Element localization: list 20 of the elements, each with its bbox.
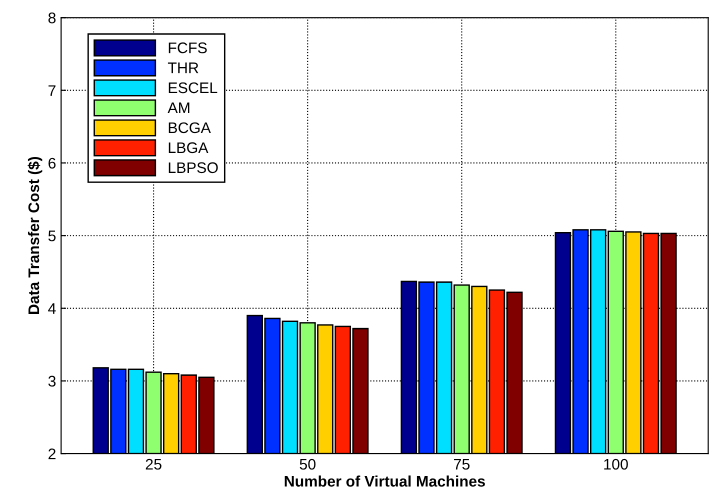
legend-label: FCFS (168, 42, 207, 54)
legend-label: THR (168, 62, 198, 74)
y-tick-label: 6 (48, 158, 56, 169)
x-tick-label: 50 (300, 458, 316, 470)
y-tick-label: 2 (48, 448, 56, 460)
legend-label: LBGA (168, 142, 208, 154)
x-tick-label: 25 (146, 458, 162, 470)
x-tick-label: 100 (604, 458, 628, 470)
y-tick-label: 3 (48, 376, 56, 387)
legend-label: LBPSO (168, 162, 218, 174)
y-tick-label: 8 (48, 12, 56, 24)
legend-label: ESCEL (168, 82, 218, 94)
x-axis-title: Number of Virtual Machines (284, 475, 485, 487)
y-axis-title: Data Transfer Cost ($) (28, 156, 42, 314)
legend-label: AM (168, 102, 190, 114)
y-tick-label: 5 (48, 230, 56, 242)
x-tick-label: 75 (454, 459, 470, 470)
y-tick-label: 7 (48, 85, 56, 96)
y-tick-label: 4 (48, 303, 56, 314)
legend-label: BCGA (168, 122, 211, 134)
